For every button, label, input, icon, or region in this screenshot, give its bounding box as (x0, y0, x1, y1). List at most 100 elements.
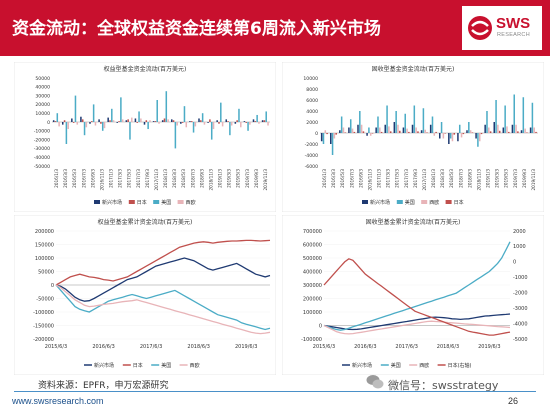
y-tick-label: -6000 (305, 164, 318, 170)
bar (508, 131, 510, 133)
x-tick-label: 2019/7/3 (245, 169, 250, 188)
x-tick-label: 2017/5/3 (395, 169, 400, 188)
bar (349, 119, 352, 133)
bar (107, 117, 109, 122)
bar (98, 119, 100, 122)
bar (147, 122, 149, 130)
wechat-id: 微信号：swsstrategy (388, 379, 499, 392)
y-tick-label: -30000 (34, 146, 50, 152)
legend-label: 美国 (161, 362, 171, 369)
x-tick-label: 2016/3/3 (63, 169, 68, 188)
x-tick-label: 2019/1/3 (218, 169, 223, 188)
bar (94, 122, 97, 126)
bar (329, 133, 332, 144)
x-tick-label: 2018/11/3 (476, 169, 481, 191)
chart-title: 固收型基金资金流动(百万美元) (372, 65, 455, 73)
bar (497, 124, 499, 133)
bar (351, 128, 354, 133)
bar (320, 133, 323, 142)
legend-swatch (445, 200, 452, 204)
bar (143, 122, 146, 125)
bar (502, 127, 505, 133)
bar (74, 95, 77, 122)
footer-url[interactable]: www.swsresearch.com (12, 396, 104, 406)
y-tick-label: 0 (47, 120, 50, 126)
bar (218, 122, 220, 124)
legend-swatch (177, 200, 184, 204)
bar (263, 120, 266, 122)
bar (152, 121, 155, 122)
x-tick-label: 2018/9/3 (199, 169, 204, 188)
legend-label: 新兴市场 (94, 362, 114, 369)
y-tick-label: 40000 (35, 85, 50, 91)
bar (156, 100, 158, 122)
bar (449, 133, 452, 139)
x-tick-label: 2018/1/3 (163, 169, 168, 188)
bar (420, 130, 423, 133)
bar (194, 122, 197, 127)
bar (54, 121, 57, 122)
y-tick-label: 4000 (306, 109, 318, 115)
bar (353, 131, 356, 133)
legend-label: 西欧 (419, 362, 429, 369)
y-tick-label: -20000 (34, 137, 50, 143)
x-tick-label: 2017/11/3 (422, 169, 427, 191)
series-line (55, 257, 271, 302)
bar (81, 119, 84, 122)
x-tick-label: 2015/6/3 (45, 344, 67, 350)
bar (131, 117, 133, 122)
bar (267, 122, 269, 126)
legend-swatch (396, 200, 403, 204)
bar (451, 133, 454, 142)
bar (261, 120, 264, 122)
bar (203, 122, 206, 125)
bar (402, 127, 405, 133)
x-tick-label: 2019/6/3 (478, 344, 500, 350)
x-tick-label: 2017/3/3 (386, 169, 391, 188)
bar (165, 91, 168, 122)
bar (172, 120, 175, 122)
chart-frame (282, 215, 544, 375)
legend-swatch (153, 200, 160, 204)
bar (236, 120, 238, 122)
chart-fixed-income-flow: 固收型基金资金流动(百万美元) 10000 8000 6000 4000 2000 0 -20… (282, 62, 544, 212)
bar (92, 104, 95, 122)
bar (252, 119, 255, 122)
x-tick-label: 2019/6/3 (235, 344, 257, 350)
bar (227, 121, 229, 122)
bar (170, 119, 173, 122)
y-tick-label: 100000 (303, 310, 322, 316)
bar (243, 121, 246, 122)
y-tick-label: 30000 (35, 93, 50, 99)
chart-title: 权益型基金累计资金流动(百万美元) (98, 218, 193, 226)
bar (498, 130, 501, 133)
bar (357, 124, 359, 133)
bar (52, 120, 55, 122)
bar (484, 124, 486, 133)
y-tick-label: 50000 (35, 76, 50, 82)
bar (397, 124, 399, 133)
bar (533, 127, 535, 133)
bar (366, 133, 368, 136)
bar (76, 122, 79, 125)
bar (506, 126, 508, 133)
x-tick-label: 2016/5/3 (72, 169, 77, 188)
legend-label: 日本 (454, 199, 464, 206)
bar (127, 119, 129, 122)
bar (71, 118, 73, 122)
chart-title: 固收型基金累计资金流动(百万美元) (366, 218, 461, 226)
legend-label: 日本 (133, 362, 143, 369)
bar (91, 121, 93, 122)
bar (149, 120, 151, 122)
y-tick-label: -200000 (33, 337, 54, 343)
bar (469, 130, 472, 133)
bar (531, 102, 534, 133)
bar (167, 119, 169, 122)
bar (375, 127, 377, 133)
bar (458, 124, 461, 133)
y-right-tick-label: -5000 (513, 337, 528, 343)
x-tick-label: 2019/9/3 (522, 169, 527, 188)
y-tick-label: 700000 (303, 229, 322, 235)
bar (389, 131, 392, 133)
y-right-tick-label: -1000 (513, 275, 528, 281)
